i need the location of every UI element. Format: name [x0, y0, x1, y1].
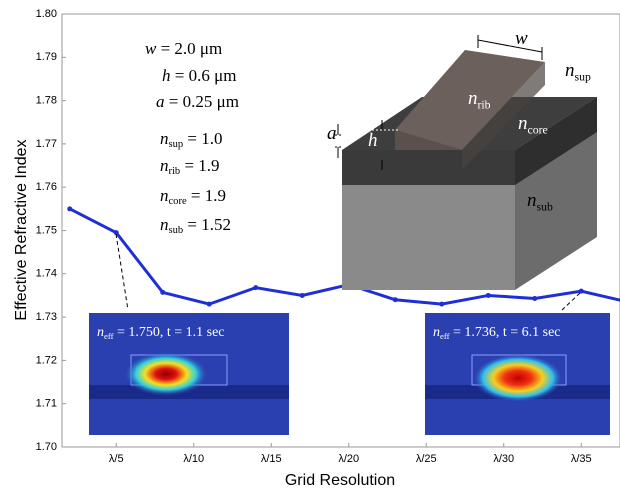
y-tick-label: 1.76	[36, 181, 57, 193]
diagram-label: nsup	[565, 60, 591, 83]
symbol: n	[433, 325, 440, 340]
y-tick-label: 1.75	[36, 224, 57, 236]
subscript: eff	[440, 331, 450, 341]
subscript: sup	[169, 140, 184, 151]
x-tick-label: λ/10	[183, 453, 204, 465]
parameter: w = 2.0 μm	[145, 39, 222, 58]
parameter: nsup = 1.0	[160, 129, 222, 151]
diagram-label: nsub	[527, 190, 553, 213]
mode-insets	[89, 233, 610, 435]
y-axis-label: Effective Refractive Index	[13, 139, 30, 320]
parameter: a = 0.25 μm	[156, 92, 239, 111]
point	[439, 301, 445, 307]
mode-label: neff = 1.750, t = 1.1 sec	[97, 325, 225, 341]
y-tick-label: 1.71	[36, 398, 57, 410]
parameter: nsub = 1.52	[160, 215, 231, 237]
x-tick-label: λ/25	[416, 453, 437, 465]
y-tick-label: 1.79	[36, 51, 57, 63]
symbol: n	[160, 129, 169, 148]
symbol: n	[468, 88, 478, 109]
y-tick-label: 1.72	[36, 354, 57, 366]
subscript: core	[528, 123, 548, 136]
text: = 1.750, t = 1.1 sec	[113, 325, 224, 340]
mode-label: neff = 1.736, t = 6.1 sec	[433, 325, 561, 341]
diagram-label: ncore	[518, 113, 548, 136]
symbol: a	[156, 92, 165, 111]
subscript: sub	[169, 226, 184, 237]
subscript: rib	[478, 98, 491, 111]
symbol: h	[368, 130, 378, 151]
diagram-label: w	[515, 28, 528, 49]
x-tick-label: λ/30	[493, 453, 514, 465]
symbol: h	[162, 66, 171, 85]
symbol: w	[515, 28, 528, 49]
x-tick-label: λ/20	[338, 453, 359, 465]
symbol: n	[565, 60, 575, 81]
text: = 1.9	[180, 156, 219, 175]
x-tick-label: λ/5	[109, 453, 124, 465]
symbol: n	[160, 215, 169, 234]
text: = 1.52	[183, 215, 231, 234]
diagram-label: a	[327, 123, 337, 144]
parameter: h = 0.6 μm	[162, 66, 236, 85]
diagram-label: h	[368, 130, 378, 151]
text: = 0.6 μm	[171, 66, 237, 85]
symbol: n	[160, 186, 169, 205]
y-tick-label: 1.73	[36, 311, 57, 323]
point	[578, 288, 584, 294]
point	[206, 301, 212, 307]
point	[299, 292, 305, 298]
parameter: ncore = 1.9	[160, 186, 226, 208]
point	[160, 289, 166, 295]
y-tick-label: 1.70	[36, 441, 57, 453]
text: = 0.25 μm	[165, 92, 239, 111]
text: = 1.736, t = 6.1 sec	[449, 325, 560, 340]
symbol: w	[145, 39, 157, 58]
point	[113, 230, 119, 236]
subscript: sub	[537, 200, 553, 213]
y-tick-label: 1.74	[36, 268, 57, 280]
diagram-label: nrib	[468, 88, 491, 111]
text: = 1.9	[187, 186, 226, 205]
x-tick-label: λ/35	[571, 453, 592, 465]
point	[532, 295, 538, 301]
x-axis-label: Grid Resolution	[285, 472, 395, 489]
symbol: a	[327, 123, 337, 144]
symbol: n	[518, 113, 528, 134]
symbol: n	[97, 325, 104, 340]
parameter: nrib = 1.9	[160, 156, 220, 178]
subscript: rib	[169, 167, 181, 178]
y-tick-label: 1.77	[36, 138, 57, 150]
symbol: n	[527, 190, 537, 211]
waveguide-diagram	[335, 35, 597, 290]
y-tick-label: 1.80	[36, 8, 57, 20]
text: = 1.0	[183, 129, 222, 148]
symbol: n	[160, 156, 169, 175]
point	[485, 292, 491, 298]
text: = 2.0 μm	[156, 39, 222, 58]
subscript: sup	[575, 70, 591, 83]
point	[67, 206, 73, 212]
subscript: eff	[104, 331, 114, 341]
x-tick-label: λ/15	[261, 453, 282, 465]
y-tick-label: 1.78	[36, 95, 57, 107]
subscript: core	[169, 197, 187, 208]
point	[253, 285, 259, 291]
point	[392, 297, 398, 303]
